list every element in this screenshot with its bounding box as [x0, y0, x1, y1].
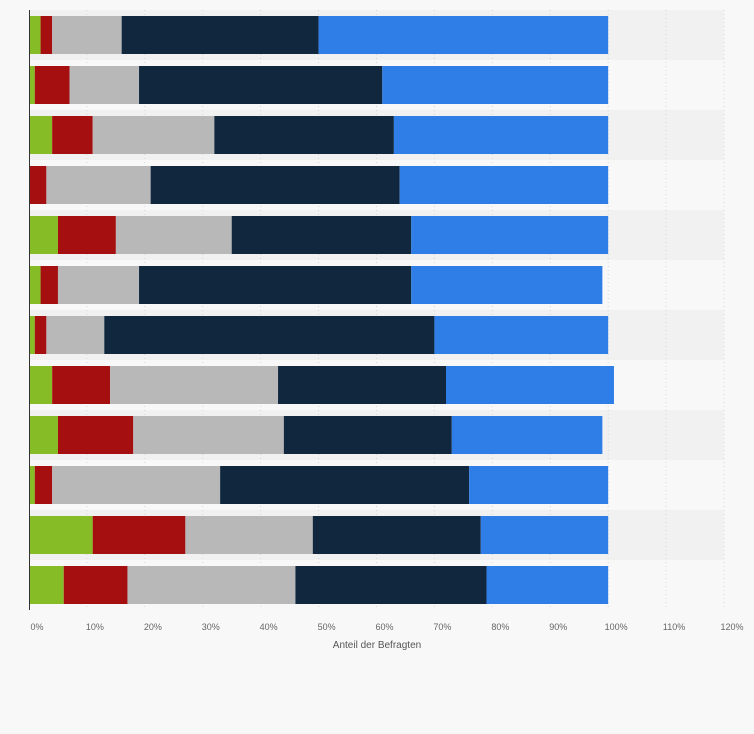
bar-segment	[69, 66, 140, 104]
bar-segment	[486, 566, 609, 604]
x-axis-label: Anteil der Befragten	[333, 640, 421, 651]
bar-segment	[283, 416, 452, 454]
x-tick-label: 0%	[30, 622, 43, 632]
bar-segment	[40, 266, 58, 304]
bar-segment	[57, 416, 134, 454]
bar-segment	[121, 16, 319, 54]
bar-segment	[29, 366, 53, 404]
bar-segment	[40, 16, 53, 54]
bar-segment	[214, 116, 394, 154]
bar-segment	[446, 366, 614, 404]
bar-segment	[46, 316, 105, 354]
bar-segment	[29, 516, 93, 554]
bar-segment	[29, 566, 64, 604]
bar-segment	[29, 266, 41, 304]
bar-segment	[52, 366, 111, 404]
bar-segment	[34, 66, 70, 104]
bar-segment	[92, 116, 215, 154]
bar-segment	[312, 516, 481, 554]
bar-segment	[295, 566, 487, 604]
bar-segment	[115, 216, 232, 254]
bar-segment	[231, 216, 412, 254]
bar-segment	[57, 216, 116, 254]
x-tick-label: 70%	[433, 622, 451, 632]
bar-segment	[29, 16, 41, 54]
x-tick-label: 60%	[375, 622, 393, 632]
bars	[29, 16, 614, 604]
bar-segment	[29, 316, 35, 354]
gridlines	[86, 10, 725, 610]
x-tick-label: 120%	[720, 622, 743, 632]
bar-segment	[411, 216, 609, 254]
bar-segment	[52, 466, 221, 504]
bar-segment	[382, 66, 609, 104]
bar-segment	[185, 516, 313, 554]
x-tick-label: 50%	[318, 622, 336, 632]
bar-segment	[411, 266, 603, 304]
bar-segment	[57, 266, 140, 304]
bar-segment	[29, 216, 58, 254]
bar-segment	[434, 316, 609, 354]
x-tick-label: 20%	[144, 622, 162, 632]
bar-segment	[318, 16, 609, 54]
x-tick-label: 10%	[86, 622, 104, 632]
bar-segment	[52, 116, 93, 154]
bar-segment	[150, 166, 400, 204]
bar-segment	[29, 66, 35, 104]
bar-segment	[92, 516, 186, 554]
x-axis-ticks: 0% 10% 20% 30% 40% 50% 60% 70% 80% 90% 100% 110% 120…	[30, 622, 743, 632]
bar-segment	[393, 116, 609, 154]
bar-segment	[278, 366, 446, 404]
bar-segment	[52, 16, 122, 54]
bar-segment	[34, 316, 47, 354]
bar-segment	[127, 566, 296, 604]
x-tick-label: 110%	[663, 622, 685, 632]
bar-segment	[480, 516, 609, 554]
bar-segment	[399, 166, 609, 204]
bar-segment	[34, 466, 53, 504]
bar-segment	[110, 366, 279, 404]
bar-segment	[133, 416, 284, 454]
bar-segment	[29, 166, 47, 204]
bar-segment	[29, 466, 35, 504]
bar-segment	[139, 66, 383, 104]
x-tick-label: 40%	[260, 622, 278, 632]
bar-segment	[220, 466, 470, 504]
x-tick-label: 90%	[549, 622, 567, 632]
bar-segment	[469, 466, 609, 504]
bar-segment	[29, 116, 53, 154]
bar-segment	[139, 266, 412, 304]
bar-segment	[46, 166, 151, 204]
bar-segment	[63, 566, 128, 604]
bar-segment	[29, 416, 58, 454]
bar-segment	[104, 316, 435, 354]
x-tick-label: 30%	[202, 622, 220, 632]
x-tick-label: 100%	[605, 622, 628, 632]
x-tick-label: 80%	[491, 622, 509, 632]
bar-segment	[451, 416, 603, 454]
